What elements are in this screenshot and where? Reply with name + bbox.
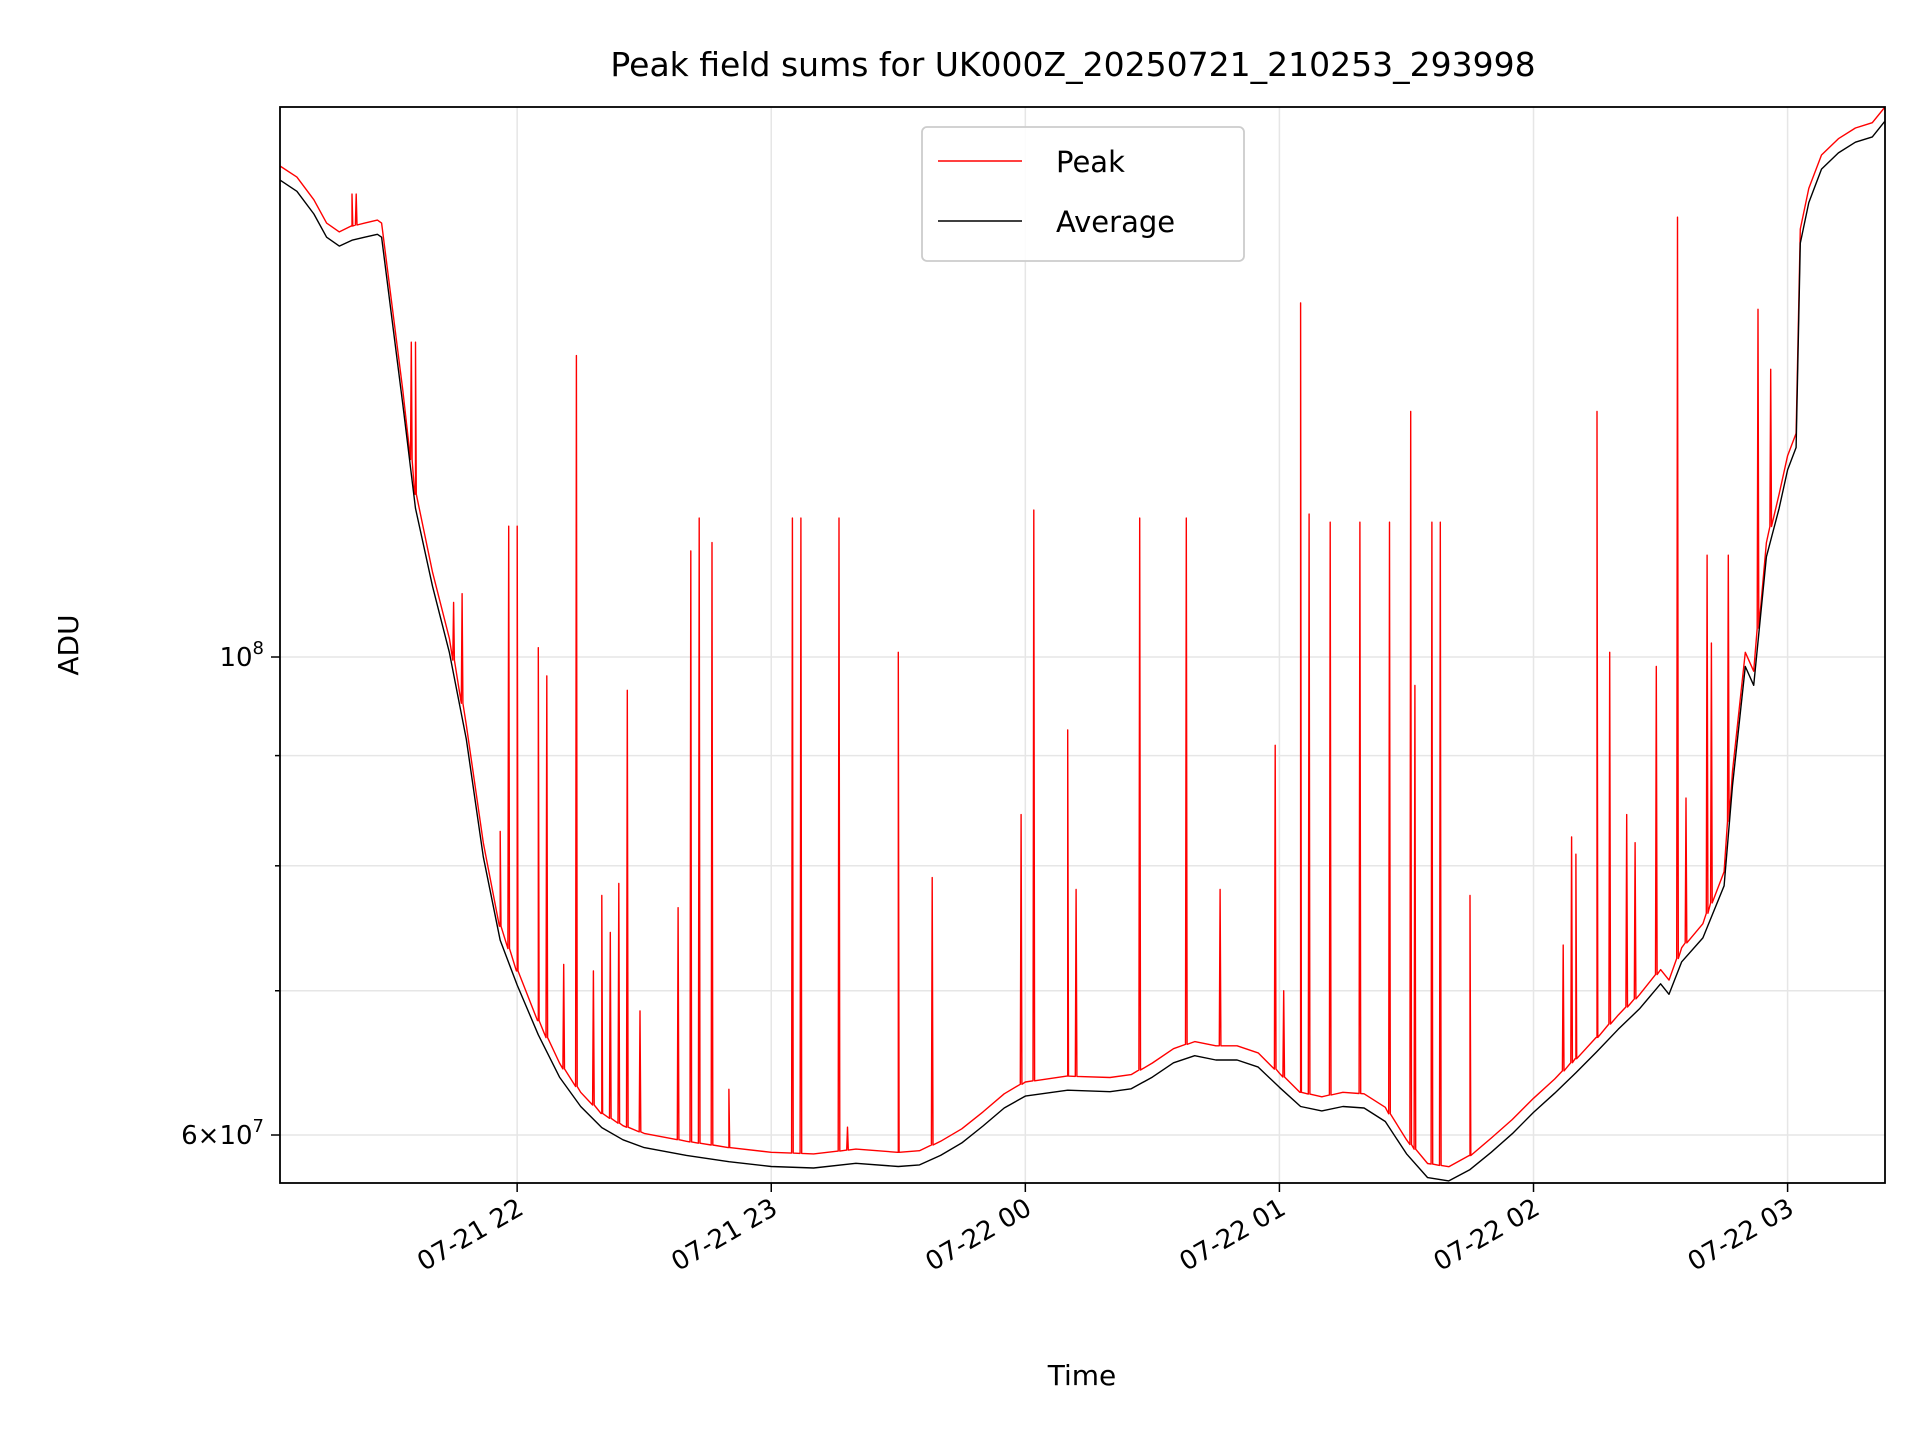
plot-area [279, 106, 1886, 1182]
y-axis: 6×107 108 [181, 638, 280, 1151]
axes-frame [279, 106, 1886, 1184]
series-average-line [279, 120, 1886, 1182]
y-axis-label: ADU [52, 614, 85, 675]
series-peak-line [279, 106, 1886, 1168]
y-tick-label: 6×107 [181, 1116, 264, 1151]
y-tick-label: 108 [219, 638, 264, 673]
legend-peak-label: Peak [1056, 145, 1125, 179]
legend: Peak Average [921, 126, 1245, 262]
legend-average-label: Average [1056, 205, 1175, 239]
chart-title: Peak field sums for UK000Z_20250721_2102… [610, 45, 1535, 84]
x-axis-label: Time [1047, 1359, 1117, 1392]
